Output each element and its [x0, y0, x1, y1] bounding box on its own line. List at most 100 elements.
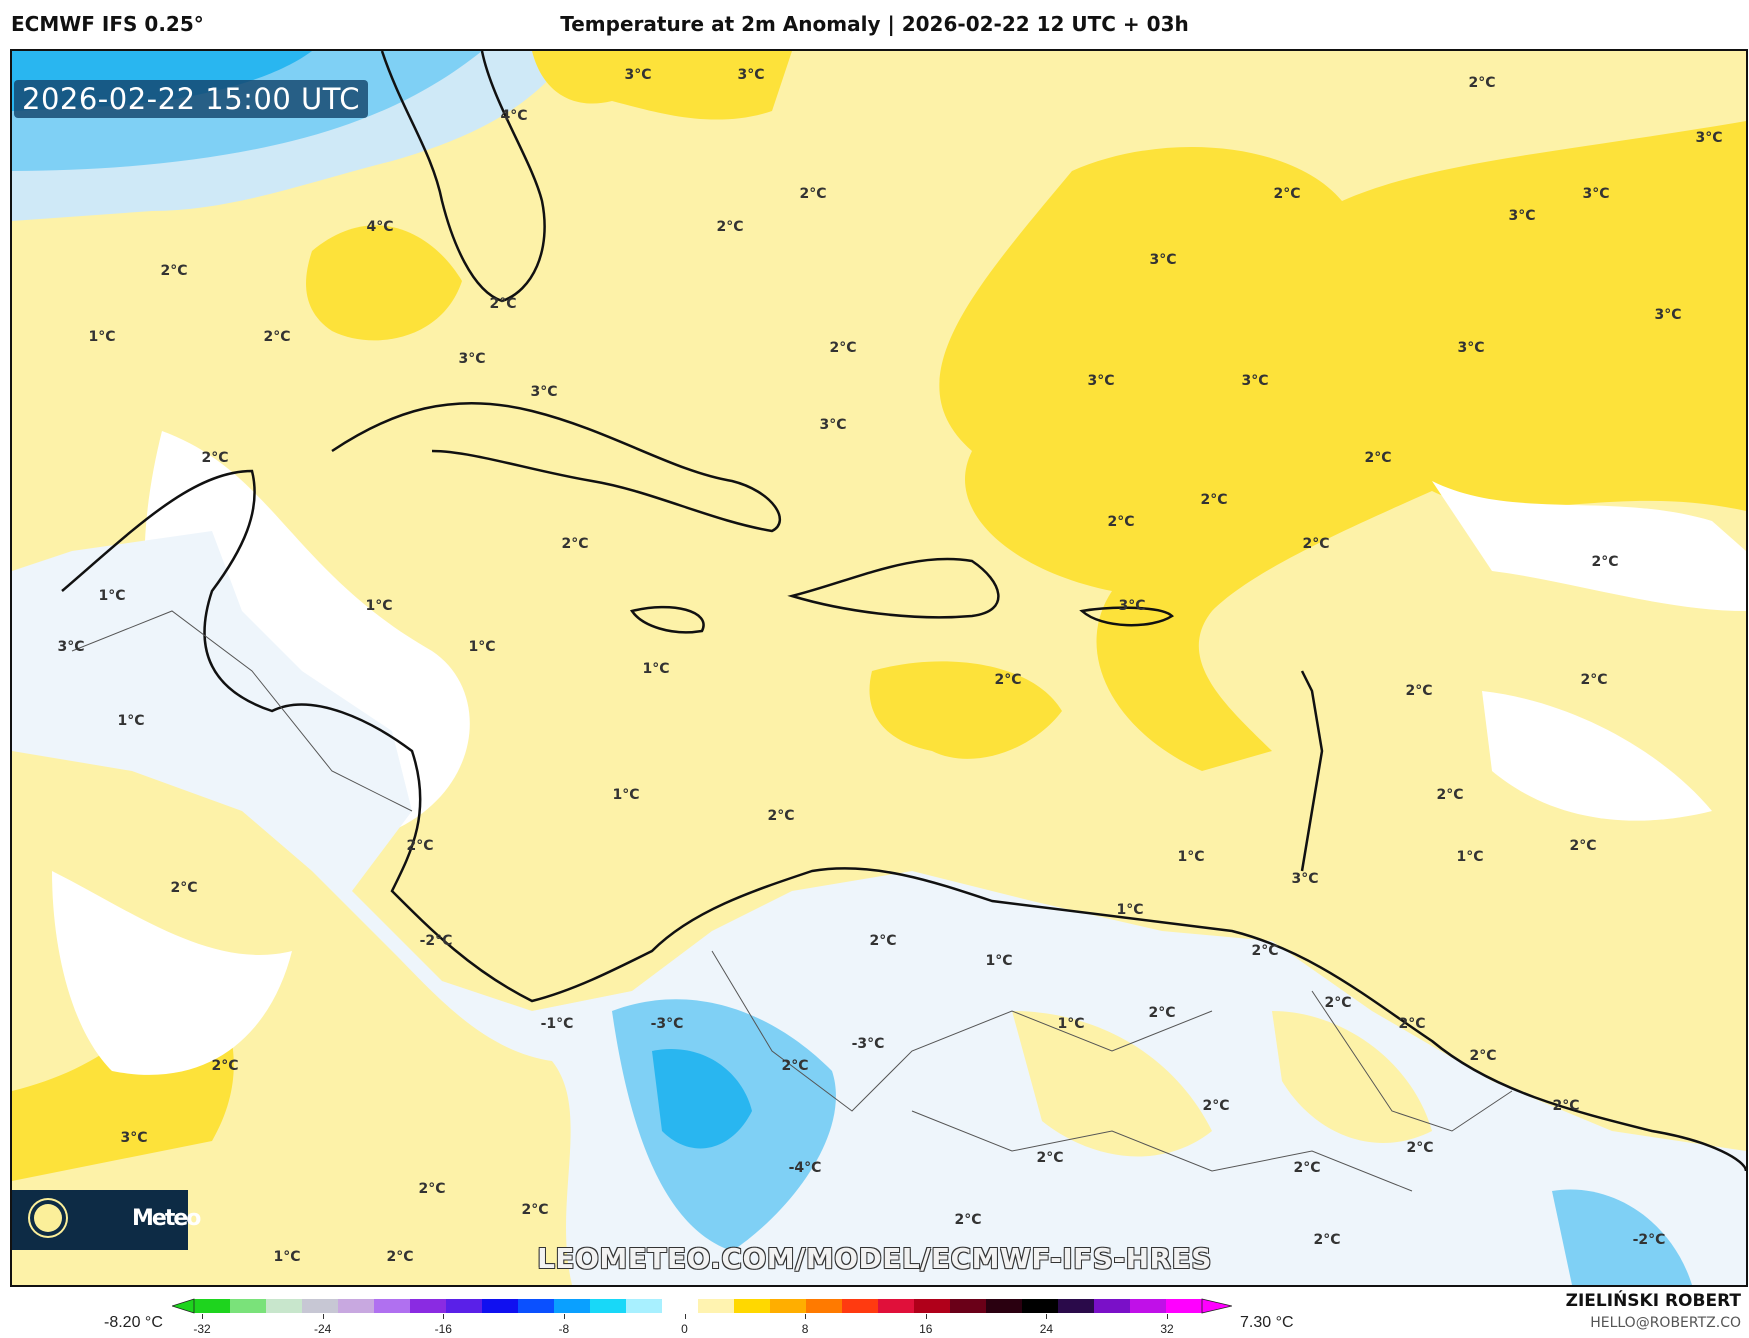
colorbar [172, 1298, 1232, 1314]
colorbar-tick [684, 1314, 686, 1319]
contour-label: 3°C [1241, 373, 1269, 389]
contour-label: 2°C [799, 186, 827, 202]
contour-label: 1°C [642, 661, 670, 677]
sun-icon [34, 1204, 62, 1232]
contour-label: 2°C [1468, 75, 1496, 91]
contour-label: 2°C [1406, 1140, 1434, 1156]
contour-label: 2°C [1202, 1098, 1230, 1114]
contour-label: 2°C [829, 340, 857, 356]
contour-label: 2°C [521, 1202, 549, 1218]
contour-label: 1°C [1057, 1016, 1085, 1032]
contour-label: 1°C [1116, 902, 1144, 918]
contour-label: -1°C [540, 1016, 574, 1032]
valid-time-badge: 2026-02-22 15:00 UTC [14, 80, 369, 118]
colorbar-tick [202, 1314, 203, 1319]
colorbar-tick-label: 16 [919, 1322, 933, 1336]
contour-label: 2°C [1302, 536, 1330, 552]
contour-label: 1°C [88, 329, 116, 345]
contour-label: 2°C [201, 450, 229, 466]
contour-label: 1°C [1177, 849, 1205, 865]
contour-label: 1°C [273, 1249, 301, 1265]
contour-label: 2°C [767, 808, 795, 824]
contour-label: -2°C [1632, 1232, 1666, 1248]
contour-label: 1°C [985, 953, 1013, 969]
contour-label: 3°C [1654, 307, 1682, 323]
colorbar-tick [443, 1314, 445, 1319]
contour-label: 3°C [458, 351, 486, 367]
colorbar-tick [805, 1314, 807, 1319]
colorbar-tick [925, 1314, 927, 1319]
contour-label: 2°C [561, 536, 589, 552]
colorbar-tick-label: -8 [558, 1322, 570, 1336]
source-watermark: LEOMETEO.COM/MODEL/ECMWF-IFS-HRES [537, 1242, 1212, 1275]
contour-label: -2°C [419, 933, 453, 949]
contour-label: 2°C [418, 1181, 446, 1197]
colorbar-tick [1167, 1314, 1168, 1319]
contour-label: 3°C [57, 639, 85, 655]
contour-label: 4°C [500, 108, 528, 124]
contour-label: 2°C [1569, 838, 1597, 854]
contour-label: 2°C [386, 1249, 414, 1265]
contour-label: 2°C [1405, 683, 1433, 699]
contour-label: 1°C [365, 598, 393, 614]
contour-label: 2°C [716, 219, 744, 235]
contour-label: 1°C [98, 588, 126, 604]
contour-label: 3°C [1508, 208, 1536, 224]
contour-label: 3°C [1149, 252, 1177, 268]
contour-label: 1°C [468, 639, 496, 655]
contour-label: 3°C [120, 1130, 148, 1146]
contour-label: 2°C [994, 672, 1022, 688]
logo-text: Meteo [132, 1206, 201, 1231]
contour-label: 2°C [1251, 943, 1279, 959]
colorbar-tick [1046, 1314, 1048, 1319]
colorbar-tick [322, 1314, 324, 1319]
contour-label: 2°C [1364, 450, 1392, 466]
contour-label: 3°C [819, 417, 847, 433]
contour-label: 2°C [1036, 1150, 1064, 1166]
leometeo-logo[interactable]: Meteo [12, 1190, 201, 1250]
contour-label: 3°C [530, 384, 558, 400]
contour-label: 1°C [117, 713, 145, 729]
contour-label: 1°C [1456, 849, 1484, 865]
author-email[interactable]: HELLO@ROBERTZ.CO [1590, 1315, 1741, 1331]
colorbar-tick-label: 32 [1160, 1322, 1174, 1336]
contour-label: 3°C [624, 67, 652, 83]
contour-label: 2°C [1324, 995, 1352, 1011]
colorbar-tick-label: -16 [434, 1322, 452, 1336]
weather-map[interactable]: 2026-02-22 15:00 UTC 3°C 3°C 4°C 2°C 3°C 4°C 2… [10, 49, 1748, 1287]
contour-label: 2°C [1313, 1232, 1341, 1248]
contour-label: 2°C [263, 329, 291, 345]
contour-label: 2°C [1200, 492, 1228, 508]
colorbar-tick-label: 8 [801, 1322, 809, 1336]
contour-label: 2°C [406, 838, 434, 854]
contour-label: 2°C [1469, 1048, 1497, 1064]
contour-label: 2°C [1293, 1160, 1321, 1176]
contour-label: 2°C [1552, 1098, 1580, 1114]
map-title: Temperature at 2m Anomaly | 2026-02-22 1… [560, 12, 1189, 36]
contour-label: 2°C [1591, 554, 1619, 570]
model-name: ECMWF IFS 0.25° [11, 12, 204, 36]
colorbar-tick-label: 24 [1039, 1322, 1054, 1336]
contour-label: -4°C [788, 1160, 822, 1176]
contour-label: 2°C [1107, 514, 1135, 530]
contour-label: 2°C [211, 1058, 239, 1074]
contour-label: 2°C [1580, 672, 1608, 688]
author-name: ZIELIŃSKI ROBERT [1565, 1291, 1741, 1311]
colorbar-max-label: 7.30 °C [1240, 1314, 1294, 1331]
contour-label: 2°C [781, 1058, 809, 1074]
contour-label: 3°C [1695, 130, 1723, 146]
contour-label: 3°C [1457, 340, 1485, 356]
colorbar-tick-label: 0 [681, 1322, 688, 1336]
contour-label: 3°C [1582, 186, 1610, 202]
contour-label: -3°C [851, 1036, 885, 1052]
contour-label: 2°C [489, 296, 517, 312]
contour-label: 2°C [869, 933, 897, 949]
contour-label: 2°C [1436, 787, 1464, 803]
contour-label: 2°C [1398, 1016, 1426, 1032]
contour-label: 1°C [612, 787, 640, 803]
contour-label: 3°C [1291, 871, 1319, 887]
contour-label: 2°C [170, 880, 198, 896]
anomaly-field [12, 51, 1746, 1285]
colorbar-tick-label: -24 [313, 1322, 332, 1336]
contour-label: 2°C [160, 263, 188, 279]
